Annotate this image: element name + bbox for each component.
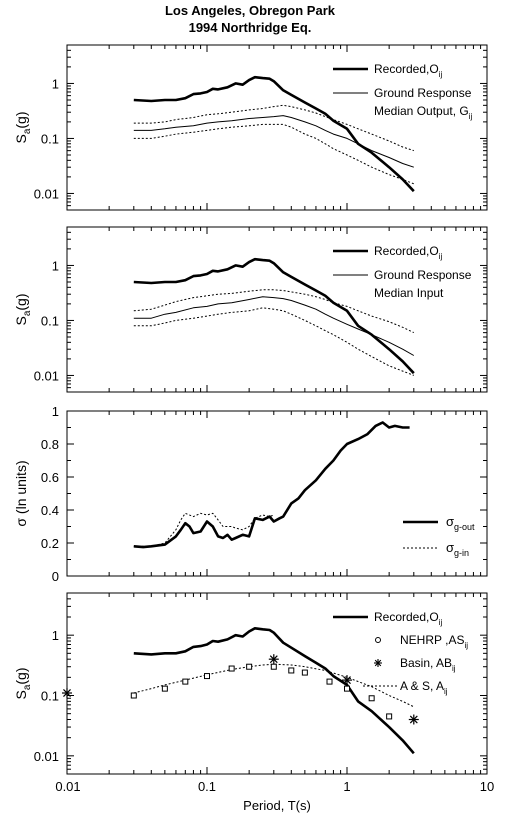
panel-3: 0 0.2 0.4 0.6 0.8 1 σ (ln units) σg-out σg-in xyxy=(13,404,488,584)
y-axis-label: Sa(g) xyxy=(13,667,33,699)
legend-swatch xyxy=(374,659,382,667)
figure-title-line1: Los Angeles, Obregon Park xyxy=(165,3,336,18)
series-thick-line xyxy=(133,75,415,193)
legend: Recorded,Oij Ground Response Median Output… xyxy=(333,62,472,121)
series-dotted-line xyxy=(133,104,414,152)
y-axis-label: σ (ln units) xyxy=(13,460,29,526)
star-marker xyxy=(408,714,419,725)
star-marker xyxy=(342,675,352,686)
square-marker xyxy=(246,663,253,670)
series-thick-line xyxy=(133,257,415,375)
x-tick-label-10: 10 xyxy=(480,779,494,794)
legend-label: NEHRP ,ASij xyxy=(400,633,468,650)
star-marker xyxy=(62,688,72,699)
square-marker xyxy=(161,685,168,692)
y-tick-label: 1 xyxy=(52,258,59,273)
square-marker xyxy=(288,667,295,674)
legend-label: Median Output, Gij xyxy=(374,104,472,121)
star-stroke xyxy=(269,655,278,664)
figure-title-line2: 1994 Northridge Eq. xyxy=(189,20,312,35)
square-marker xyxy=(386,713,393,720)
y-tick-label: 0.01 xyxy=(34,186,59,201)
square-marker xyxy=(204,673,210,680)
series-thin-line xyxy=(133,296,415,356)
x-tick-labels: 0.01 0.1 1 10 xyxy=(55,779,494,794)
series-dotted-line xyxy=(133,289,415,334)
panel-4: 1 0.1 0.01 Sa(g) Recorded,Oij NEHRP ,ASij Basi… xyxy=(13,592,488,775)
legend-label: Median Input xyxy=(374,286,444,300)
square-marker xyxy=(344,685,350,692)
legend-label: Recorded,Oij xyxy=(374,610,442,627)
square-marker xyxy=(326,678,333,685)
star-stroke xyxy=(63,689,71,697)
panel-frame xyxy=(66,410,488,577)
y-tick-label: 1 xyxy=(52,76,59,91)
legend-label: A & S, Aij xyxy=(400,679,448,696)
legend: Recorded,Oij NEHRP ,ASij Basin, ABij A & S,… xyxy=(333,610,468,696)
y-tick-label: 0.01 xyxy=(34,368,59,383)
panel-2: 1 0.1 0.01 Sa(g) Recorded,Oij Ground Response… xyxy=(13,226,488,393)
y-tick-label: 0.4 xyxy=(41,503,59,518)
square-marker xyxy=(368,695,375,702)
y-tick-label: 0.1 xyxy=(41,131,59,146)
y-tick-label: 1 xyxy=(52,628,59,643)
legend-label: Recorded,Oij xyxy=(374,244,442,261)
y-tick-label: 0.6 xyxy=(41,470,59,485)
series-thin-line xyxy=(133,115,414,168)
star-stroke xyxy=(409,715,418,724)
series-thick-line xyxy=(133,421,410,549)
legend-label: Recorded,Oij xyxy=(374,62,442,79)
legend-label: Basin, ABij xyxy=(400,656,456,673)
panel-frame xyxy=(66,44,488,211)
legend-swatch xyxy=(375,637,381,643)
panel-frame xyxy=(66,592,488,775)
series-dotted-line xyxy=(133,307,414,376)
y-axis-label: Sa(g) xyxy=(13,293,33,325)
star-marker xyxy=(268,654,279,665)
x-tick-label-0.01: 0.01 xyxy=(55,779,80,794)
panels: 1 0.1 0.01 Sa(g) Recorded,Oij Ground Response… xyxy=(13,44,488,775)
y-axis-label: Sa(g) xyxy=(13,111,33,143)
y-tick-label: 1 xyxy=(52,404,59,419)
star-stroke xyxy=(343,676,351,685)
square-marker xyxy=(270,663,277,670)
square-marker xyxy=(301,669,308,676)
y-tick-label: 0.2 xyxy=(41,536,59,551)
series-dotted-line xyxy=(133,512,274,547)
x-tick-label-0.1: 0.1 xyxy=(198,779,216,794)
x-axis-label: Period, T(s) xyxy=(243,798,311,813)
panel-1: 1 0.1 0.01 Sa(g) Recorded,Oij Ground Response… xyxy=(13,44,488,211)
square-marker xyxy=(228,665,235,672)
legend: σg-out σg-in xyxy=(403,514,475,558)
y-tick-label: 0 xyxy=(52,569,59,584)
x-tick-label-1: 1 xyxy=(343,779,350,794)
series-thick-line xyxy=(133,626,415,755)
panel-frame xyxy=(66,226,488,393)
square-marker xyxy=(182,678,189,685)
y-tick-label: 0.1 xyxy=(41,689,59,704)
legend: Recorded,Oij Ground Response Median Input xyxy=(333,244,472,300)
y-tick-label: 0.01 xyxy=(34,749,59,764)
legend-label: σg-out xyxy=(446,514,475,532)
legend-label: Ground Response xyxy=(374,268,472,282)
legend-label: σg-in xyxy=(446,540,469,558)
legend-label: Ground Response xyxy=(374,86,472,100)
y-tick-label: 0.8 xyxy=(41,437,59,452)
y-tick-label: 0.1 xyxy=(41,313,59,328)
square-marker xyxy=(130,692,137,699)
